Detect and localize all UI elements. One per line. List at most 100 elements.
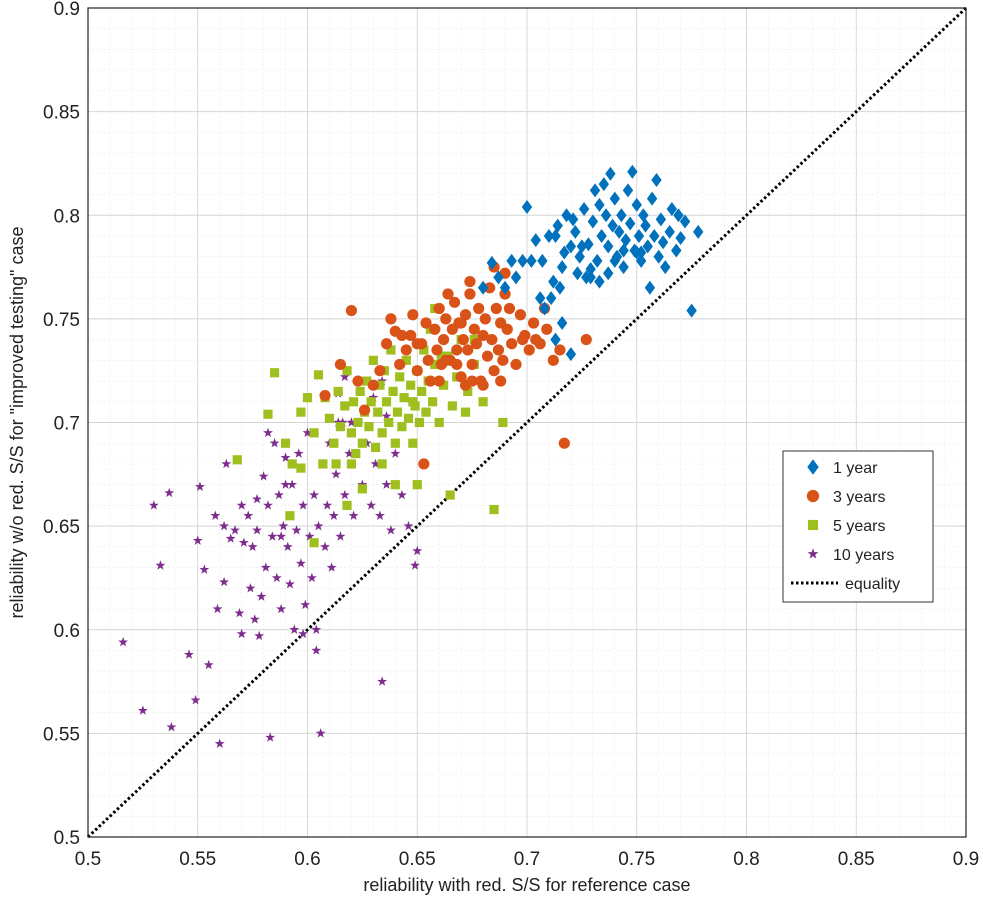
point-10-years — [265, 732, 276, 742]
legend-label: equality — [845, 576, 900, 593]
legend-item-3-years[interactable]: 3 years — [806, 489, 886, 506]
point-5-years — [340, 401, 350, 411]
point-5-years — [335, 422, 346, 432]
point-10-years — [348, 510, 359, 520]
point-5-years — [377, 459, 387, 469]
legend-swatch — [807, 548, 819, 559]
point-10-years — [357, 479, 368, 489]
legend-label: 3 years — [833, 489, 885, 506]
point-1-year — [609, 253, 620, 268]
data-points — [118, 164, 704, 748]
point-10-years — [245, 583, 256, 593]
point-1-year — [618, 260, 629, 275]
series-1-year — [477, 164, 704, 362]
legend-item-1-year[interactable]: 1 year — [807, 459, 878, 477]
point-1-year — [543, 228, 555, 243]
point-5-years — [375, 380, 385, 390]
x-tick-label: 0.85 — [838, 849, 875, 870]
point-3-years — [459, 309, 472, 321]
point-10-years — [252, 525, 262, 535]
y-tick-label: 0.55 — [43, 724, 80, 745]
point-5-years — [366, 397, 376, 407]
point-10-years — [293, 448, 304, 458]
point-10-years — [210, 510, 221, 520]
legend-item-10-years[interactable]: 10 years — [807, 547, 895, 564]
point-10-years — [381, 479, 392, 489]
point-3-years — [385, 313, 397, 325]
point-1-year — [556, 260, 568, 275]
point-5-years — [434, 417, 444, 428]
point-5-years — [428, 397, 438, 407]
point-1-year — [592, 253, 603, 268]
point-3-years — [455, 371, 467, 383]
point-1-year — [693, 224, 704, 239]
legend[interactable]: 1 year 3 years 5 years 10 years equality — [782, 450, 934, 603]
point-1-year — [550, 228, 561, 243]
point-5-years — [408, 438, 418, 448]
point-10-years — [366, 500, 377, 510]
point-5-years — [395, 372, 405, 382]
series-3-years — [319, 261, 592, 470]
point-1-year — [640, 218, 651, 233]
y-axis-label: reliability w/o red. S/S for "improved t… — [7, 227, 27, 619]
point-10-years — [410, 560, 420, 570]
point-1-year — [655, 212, 667, 227]
point-3-years — [558, 437, 570, 449]
point-3-years — [437, 334, 450, 346]
point-10-years — [118, 636, 129, 647]
point-10-years — [328, 510, 339, 520]
point-5-years — [302, 393, 313, 403]
point-5-years — [392, 407, 403, 417]
x-tick-label: 0.75 — [618, 849, 655, 870]
point-1-year — [554, 280, 566, 295]
point-5-years — [377, 428, 387, 438]
legend-item-5-years[interactable]: 5 years — [807, 518, 886, 535]
point-1-year — [613, 224, 625, 239]
point-10-years — [164, 487, 175, 498]
point-3-years — [374, 365, 386, 377]
y-tick-label: 0.65 — [43, 517, 80, 538]
point-5-years — [463, 386, 473, 397]
legend-item-equality[interactable]: equality — [791, 576, 900, 593]
point-3-years — [484, 282, 496, 294]
point-3-years — [510, 358, 522, 371]
point-10-years — [311, 645, 322, 655]
point-10-years — [166, 721, 177, 732]
point-1-year — [587, 214, 599, 229]
point-10-years — [212, 603, 223, 614]
point-1-year — [620, 233, 631, 248]
plot-frame — [87, 7, 967, 838]
point-3-years — [580, 334, 592, 346]
point-10-years — [374, 510, 385, 520]
point-3-years — [455, 317, 467, 329]
point-10-years — [295, 558, 306, 568]
point-3-years — [451, 358, 463, 371]
point-1-year — [594, 197, 605, 212]
point-1-year — [603, 266, 614, 281]
point-10-years — [370, 458, 381, 469]
point-3-years — [394, 358, 406, 371]
point-10-years — [221, 458, 232, 469]
point-10-years — [390, 448, 401, 458]
point-3-years — [481, 350, 494, 362]
point-5-years — [430, 359, 440, 370]
point-10-years — [263, 500, 273, 510]
point-1-year — [598, 177, 610, 192]
point-10-years — [284, 578, 295, 589]
point-10-years — [249, 614, 260, 624]
point-5-years — [357, 438, 367, 448]
point-1-year — [552, 218, 563, 233]
point-5-years — [408, 397, 418, 407]
point-10-years — [291, 525, 302, 535]
point-10-years — [260, 562, 271, 572]
point-3-years — [380, 338, 393, 350]
point-5-years — [417, 386, 427, 397]
point-5-years — [390, 480, 400, 490]
point-1-year — [565, 347, 577, 362]
point-10-years — [396, 489, 407, 500]
point-10-years — [335, 531, 346, 541]
point-1-year — [638, 208, 649, 223]
point-3-years — [367, 379, 379, 391]
point-5-years — [263, 409, 273, 419]
point-10-years — [302, 427, 313, 438]
